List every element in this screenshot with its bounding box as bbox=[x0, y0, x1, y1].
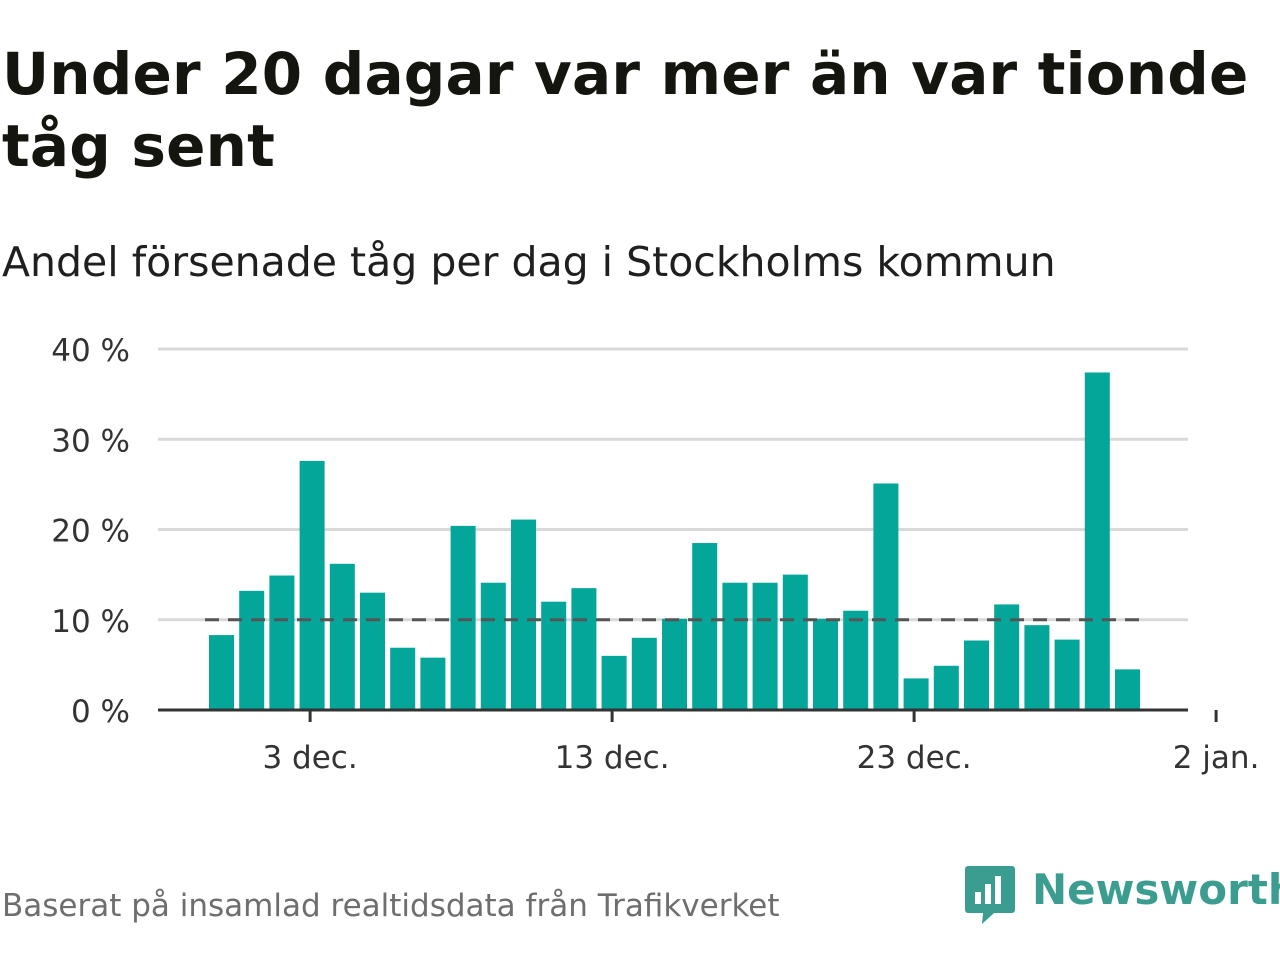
bar bbox=[511, 519, 536, 710]
bar bbox=[299, 460, 325, 710]
bar bbox=[390, 647, 416, 710]
newsworthy-logo-icon bbox=[965, 866, 1015, 924]
bar bbox=[1084, 372, 1110, 710]
x-tick-label: 3 dec. bbox=[262, 740, 357, 776]
x-tick-label: 13 dec. bbox=[555, 740, 670, 776]
bar bbox=[541, 601, 567, 710]
bar bbox=[964, 640, 989, 710]
chart-title: Under 20 dagar var mer än var tionde tåg… bbox=[2, 40, 1249, 180]
bar bbox=[873, 483, 899, 710]
bar bbox=[752, 582, 778, 710]
bar bbox=[269, 575, 295, 710]
bar bbox=[450, 525, 476, 710]
bar bbox=[420, 657, 446, 710]
bar bbox=[239, 590, 265, 710]
chart-subtitle: Andel försenade tåg per dag i Stockholms… bbox=[2, 238, 1056, 286]
x-tick-label: 2 jan. bbox=[1173, 740, 1260, 776]
bar bbox=[360, 592, 385, 710]
bars bbox=[209, 372, 1140, 710]
bar bbox=[843, 610, 869, 710]
bar bbox=[662, 618, 687, 710]
bar bbox=[1054, 639, 1080, 710]
axes bbox=[158, 708, 1218, 722]
bar bbox=[601, 655, 627, 710]
y-tick-label: 0 % bbox=[71, 694, 130, 730]
bar-chart: 0 % 10 % 20 % 30 % 40 % 3 dec. 13 dec. 23 dec. 2… bbox=[51, 333, 1259, 776]
bar bbox=[1115, 669, 1140, 710]
bar bbox=[994, 604, 1020, 710]
source-note: Baserat på insamlad realtidsdata från Tr… bbox=[2, 888, 780, 924]
brand: Newsworthy bbox=[964, 864, 1280, 928]
y-tick-label: 40 % bbox=[51, 333, 130, 369]
bar bbox=[692, 543, 718, 710]
bar bbox=[903, 678, 929, 710]
bar bbox=[722, 582, 748, 710]
brand-name: Newsworthy bbox=[1032, 865, 1280, 914]
tick-labels: 0 % 10 % 20 % 30 % 40 % 3 dec. 13 dec. 23 dec. 2… bbox=[51, 333, 1259, 776]
y-tick-label: 20 % bbox=[51, 514, 130, 550]
bar bbox=[782, 574, 808, 710]
bar bbox=[571, 588, 597, 710]
y-tick-label: 10 % bbox=[51, 604, 130, 640]
bar bbox=[1024, 625, 1050, 710]
y-tick-label: 30 % bbox=[51, 423, 130, 459]
bar bbox=[631, 637, 657, 710]
x-tick-label: 23 dec. bbox=[857, 740, 972, 776]
bar bbox=[813, 618, 838, 710]
bar bbox=[209, 635, 234, 710]
bar bbox=[480, 582, 506, 710]
bar bbox=[933, 665, 959, 710]
bar bbox=[329, 563, 355, 710]
